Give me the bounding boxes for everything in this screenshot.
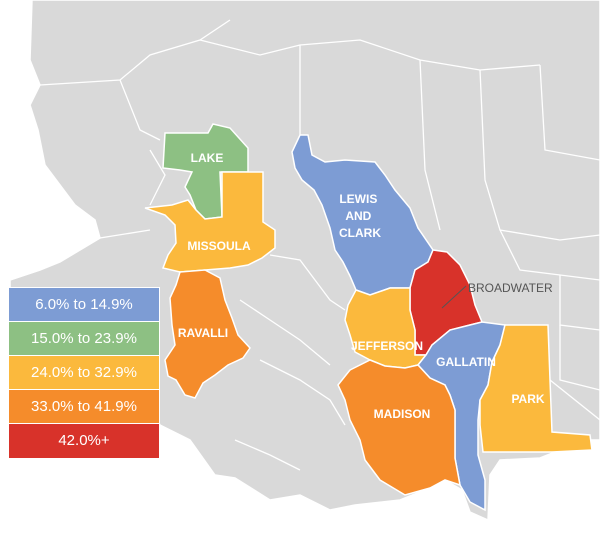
label-broadwater: BROADWATER xyxy=(468,281,553,295)
legend-item: 6.0% to 14.9% xyxy=(9,288,159,322)
label-lewis-line-2: AND xyxy=(345,209,371,223)
legend-item: 24.0% to 32.9% xyxy=(9,356,159,390)
label-missoula: MISSOULA xyxy=(187,239,251,253)
label-jefferson: JEFFERSON xyxy=(351,339,423,353)
label-lake: LAKE xyxy=(191,151,224,165)
legend: 6.0% to 14.9% 15.0% to 23.9% 24.0% to 32.9… xyxy=(8,287,160,459)
county-madison[interactable] xyxy=(337,359,461,496)
label-lewis-and-clark: LEWIS AND CLARK xyxy=(339,192,381,240)
label-lewis-line-3: CLARK xyxy=(339,226,381,240)
legend-item: 33.0% to 41.9% xyxy=(9,390,159,424)
label-gallatin: GALLATIN xyxy=(436,355,496,369)
label-madison: MADISON xyxy=(374,407,431,421)
label-ravalli: RAVALLI xyxy=(178,326,228,340)
county-missoula[interactable] xyxy=(144,171,276,273)
county-park[interactable] xyxy=(479,324,593,453)
broadwater-leader-line xyxy=(441,285,467,309)
label-park: PARK xyxy=(511,392,544,406)
legend-item: 15.0% to 23.9% xyxy=(9,322,159,356)
county-ravalli[interactable] xyxy=(164,269,251,399)
label-lewis-line-1: LEWIS xyxy=(339,192,377,206)
legend-item: 42.0%+ xyxy=(9,424,159,458)
